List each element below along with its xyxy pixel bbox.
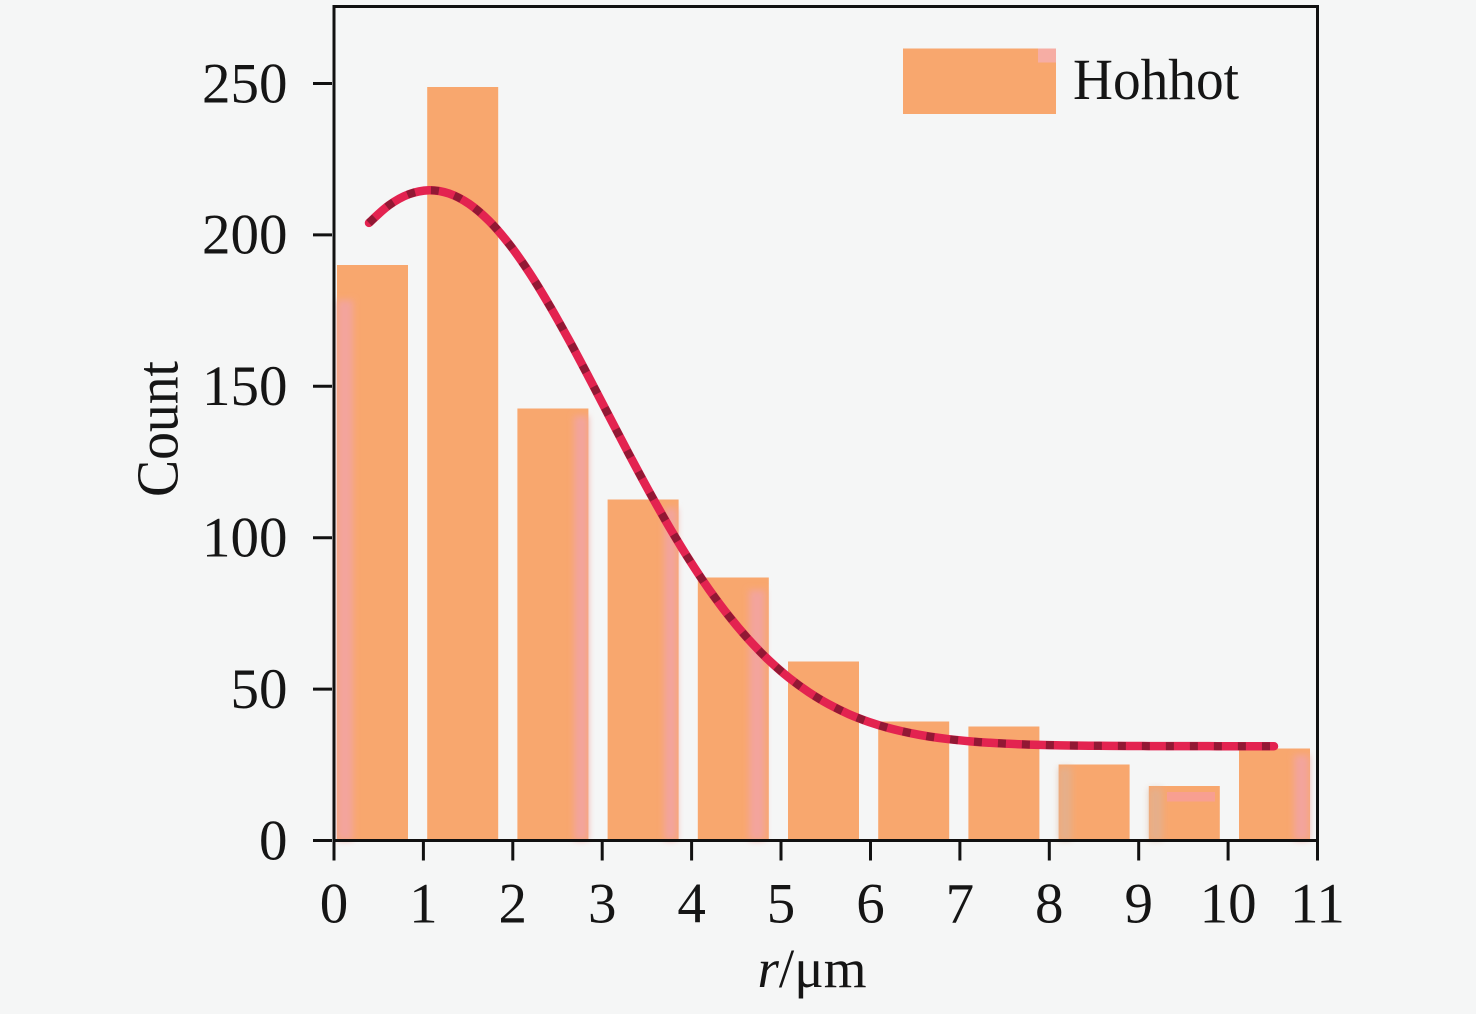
svg-text:10: 10: [1200, 873, 1257, 936]
svg-text:8: 8: [1035, 873, 1064, 936]
svg-text:250: 250: [202, 52, 288, 115]
svg-text:2: 2: [499, 873, 528, 936]
svg-text:11: 11: [1290, 873, 1345, 936]
svg-text:200: 200: [202, 204, 288, 267]
svg-text:4: 4: [677, 873, 706, 936]
svg-text:100: 100: [202, 507, 288, 570]
svg-text:50: 50: [231, 658, 288, 721]
svg-text:9: 9: [1124, 873, 1153, 936]
svg-text:Hohhot: Hohhot: [1073, 47, 1239, 112]
svg-text:1: 1: [409, 873, 438, 936]
svg-text:0: 0: [259, 809, 288, 872]
svg-text:6: 6: [856, 873, 885, 936]
svg-text:5: 5: [767, 873, 796, 936]
svg-text:Count: Count: [125, 360, 191, 497]
svg-text:0: 0: [320, 873, 349, 936]
svg-text:3: 3: [588, 873, 617, 936]
svg-text:r/μm: r/μm: [758, 938, 867, 999]
svg-text:7: 7: [946, 873, 975, 936]
svg-text:150: 150: [202, 355, 288, 418]
